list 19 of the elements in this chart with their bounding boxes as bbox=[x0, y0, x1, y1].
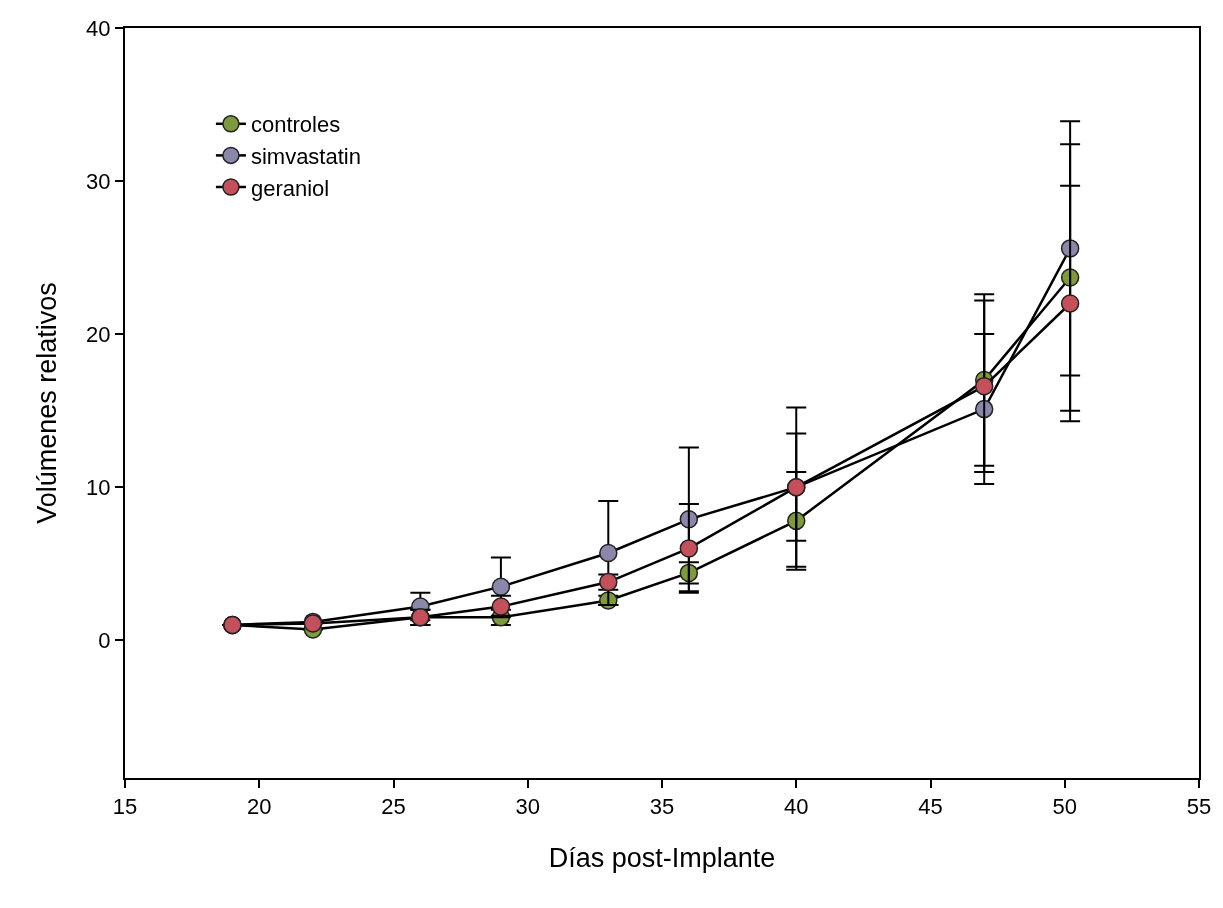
x-tick-label: 45 bbox=[918, 794, 943, 820]
y-axis-title: Volúmenes relativos bbox=[31, 282, 62, 524]
x-tick-label: 55 bbox=[1186, 794, 1212, 820]
x-tick-label: 15 bbox=[112, 794, 138, 820]
x-axis-title: Días post-Implante bbox=[548, 843, 776, 874]
x-tick-label: 35 bbox=[649, 794, 675, 820]
legend-label: geraniol bbox=[250, 175, 330, 201]
x-tick-label: 40 bbox=[784, 794, 809, 820]
x-tick-label: 20 bbox=[247, 794, 272, 820]
y-tick-label: 30 bbox=[86, 168, 111, 194]
x-tick-label: 30 bbox=[515, 794, 540, 820]
y-tick-label: 20 bbox=[86, 321, 111, 347]
y-tick-label: 10 bbox=[86, 474, 111, 500]
x-tick-label: 25 bbox=[381, 794, 406, 820]
x-tick-label: 50 bbox=[1052, 794, 1077, 820]
y-tick-label: 40 bbox=[86, 15, 111, 41]
legend-label: controles bbox=[250, 112, 341, 138]
legend-label: simvastatin bbox=[250, 143, 361, 169]
y-tick-label: 0 bbox=[98, 627, 111, 653]
